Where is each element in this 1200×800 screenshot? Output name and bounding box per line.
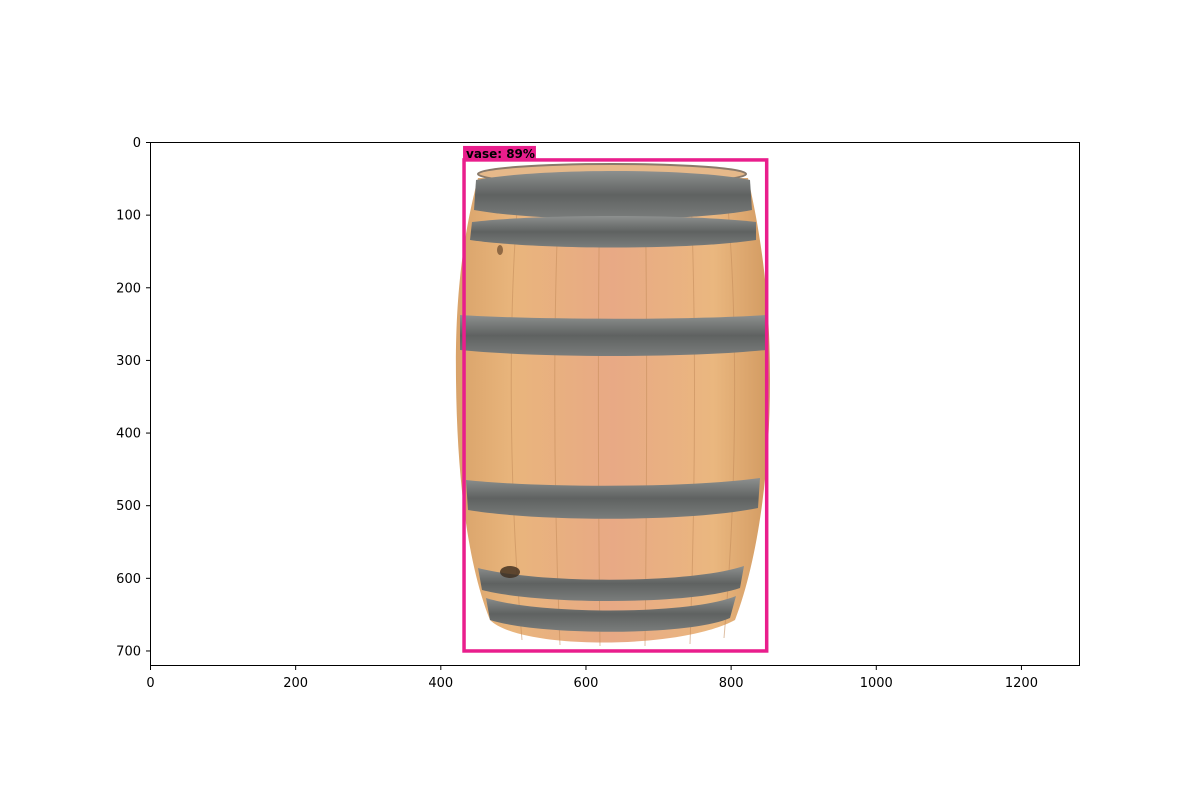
- barrel-image: [455, 163, 770, 647]
- y-tick-label: 700: [116, 644, 141, 659]
- barrel-hoops: [460, 171, 766, 632]
- x-tick-label: 200: [283, 676, 308, 691]
- x-axis: 0 200 400 600 800 1000 1200: [146, 665, 1038, 691]
- y-axis: 0 100 200 300 400 500 600 700: [116, 136, 151, 659]
- axes-frame: [150, 142, 1080, 666]
- barrel-knot-mark: [500, 566, 520, 578]
- y-tick-label: 0: [133, 136, 141, 151]
- barrel-body: [455, 178, 770, 643]
- detection-box: [462, 158, 769, 653]
- x-tick-label: 600: [574, 676, 599, 691]
- x-tick-label: 1200: [1005, 676, 1038, 691]
- barrel-bung-mark: [497, 245, 503, 255]
- x-tick-label: 0: [146, 676, 154, 691]
- detection-label: vase: 89%: [466, 147, 535, 161]
- x-tick-label: 1000: [860, 676, 893, 691]
- y-tick-label: 600: [116, 572, 141, 587]
- y-tick-label: 100: [116, 209, 141, 224]
- y-tick-label: 300: [116, 354, 141, 369]
- x-tick-label: 800: [719, 676, 744, 691]
- y-tick-label: 200: [116, 281, 141, 296]
- y-tick-label: 500: [116, 499, 141, 514]
- detection-label-background: [463, 145, 536, 160]
- x-tick-label: 400: [428, 676, 453, 691]
- y-tick-label: 400: [116, 427, 141, 442]
